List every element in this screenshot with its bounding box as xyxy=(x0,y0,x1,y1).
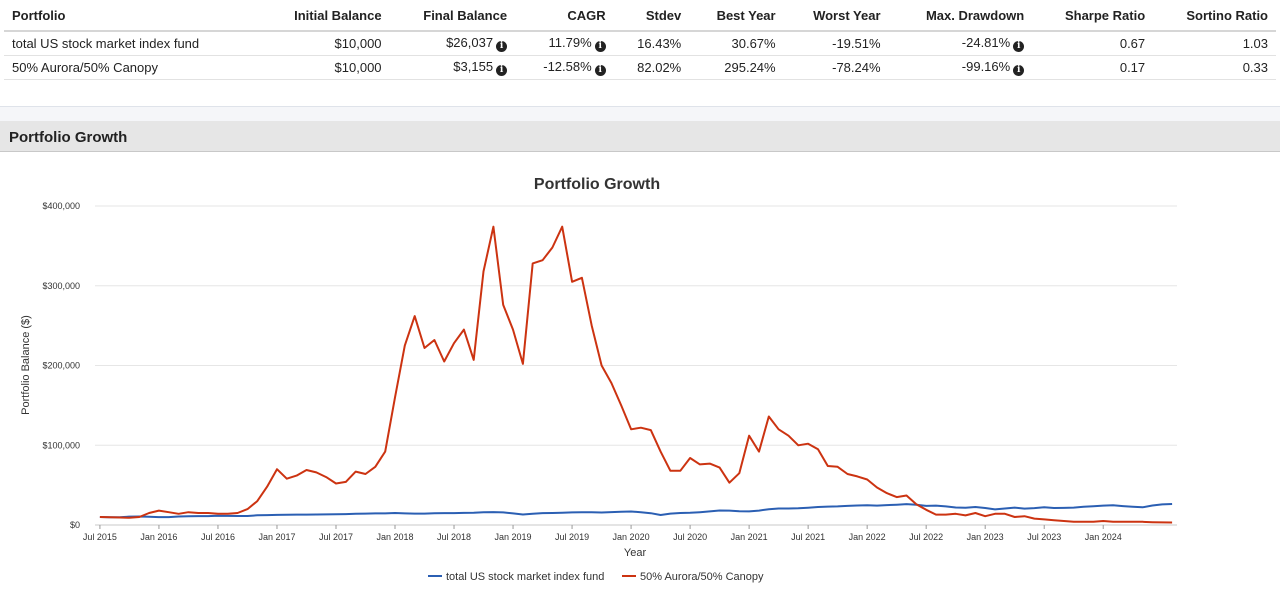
x-tick-label: Jan 2017 xyxy=(258,532,295,542)
x-tick-label: Jan 2016 xyxy=(140,532,177,542)
x-tick-label: Jul 2019 xyxy=(555,532,589,542)
header-sortino-ratio[interactable]: Sortino Ratio xyxy=(1153,0,1276,32)
cell-portfolio: total US stock market index fund xyxy=(4,31,260,56)
header-best-year[interactable]: Best Year xyxy=(689,0,784,32)
info-circle-icon[interactable]: i xyxy=(594,41,606,52)
chart-legend: total US stock market index fund 50% Auro… xyxy=(428,571,764,583)
cell-value: 11.79% xyxy=(548,35,592,50)
info-circle-icon[interactable]: i xyxy=(594,65,606,76)
x-tick-label: Jan 2023 xyxy=(967,532,1004,542)
cell-sortino-ratio: 1.03 xyxy=(1153,31,1276,56)
chart-gridlines xyxy=(95,205,1177,526)
x-tick-label: Jul 2016 xyxy=(201,532,235,542)
x-tick-label: Jul 2021 xyxy=(791,532,825,542)
chart-series xyxy=(99,225,1173,524)
cell-initial-balance: $10,000 xyxy=(259,31,390,56)
info-circle-icon[interactable]: i xyxy=(496,41,508,52)
cell-cagr: 11.79% i xyxy=(515,31,614,56)
cell-worst-year: -78.24% xyxy=(783,55,889,80)
x-tick-label: Jul 2017 xyxy=(319,532,353,542)
x-tick-label: Jan 2021 xyxy=(731,532,768,542)
section-title: Portfolio Growth xyxy=(9,129,128,146)
y-axis-title: Portfolio Balance ($) xyxy=(20,315,32,415)
header-worst-year[interactable]: Worst Year xyxy=(783,0,889,32)
cell-cagr: -12.58% i xyxy=(515,55,614,80)
cell-best-year: 295.24% xyxy=(689,55,784,80)
x-tick-label: Jan 2020 xyxy=(613,532,650,542)
info-circle-icon[interactable]: i xyxy=(1013,65,1025,76)
y-tick-label: $100,000 xyxy=(42,440,80,450)
y-axis-ticks: $0 $100,000 $200,000 $300,000 $400,000 xyxy=(42,201,80,530)
y-tick-label: $0 xyxy=(70,520,80,530)
x-tick-label: Jan 2024 xyxy=(1085,532,1122,542)
header-initial-balance[interactable]: Initial Balance xyxy=(259,0,390,32)
header-cagr[interactable]: CAGR xyxy=(515,0,614,32)
cell-final-balance: $26,037 i xyxy=(389,31,516,56)
header-max-drawdown[interactable]: Max. Drawdown xyxy=(888,0,1033,32)
section-header: Portfolio Growth xyxy=(0,121,1280,152)
cell-value: $3,155 xyxy=(453,59,494,74)
x-axis-title: Year xyxy=(624,547,647,559)
header-final-balance[interactable]: Final Balance xyxy=(389,0,516,32)
cell-value: -99.16% xyxy=(961,59,1011,74)
x-tick-label: Jan 2018 xyxy=(376,532,413,542)
info-circle-icon[interactable]: i xyxy=(1013,41,1025,52)
cell-max-drawdown: -99.16% i xyxy=(888,55,1033,80)
x-tick-label: Jul 2015 xyxy=(83,532,117,542)
cell-sortino-ratio: 0.33 xyxy=(1153,55,1276,80)
section-divider xyxy=(0,106,1280,121)
x-axis-ticks: Jul 2015 Jan 2016 Jul 2016 Jan 2017 Jul 2017… xyxy=(83,525,1122,542)
x-tick-label: Jul 2018 xyxy=(437,532,471,542)
cell-initial-balance: $10,000 xyxy=(259,55,390,80)
table-header-row: Portfolio Initial Balance Final Balance … xyxy=(4,0,1276,32)
x-tick-label: Jul 2022 xyxy=(909,532,943,542)
x-tick-label: Jan 2022 xyxy=(849,532,886,542)
y-tick-label: $200,000 xyxy=(42,361,80,371)
y-tick-label: $300,000 xyxy=(42,281,80,291)
info-circle-icon[interactable]: i xyxy=(496,65,508,76)
header-stdev[interactable]: Stdev xyxy=(613,0,690,32)
cell-best-year: 30.67% xyxy=(689,31,784,56)
legend-label[interactable]: 50% Aurora/50% Canopy xyxy=(640,571,764,583)
cell-final-balance: $3,155 i xyxy=(389,55,516,80)
series-line-2[interactable] xyxy=(99,225,1173,524)
header-sharpe-ratio[interactable]: Sharpe Ratio xyxy=(1032,0,1154,32)
cell-portfolio: 50% Aurora/50% Canopy xyxy=(4,55,260,80)
x-tick-label: Jul 2020 xyxy=(673,532,707,542)
portfolio-summary-table: Portfolio Initial Balance Final Balance … xyxy=(4,0,1276,80)
x-tick-label: Jul 2023 xyxy=(1027,532,1061,542)
table-row: total US stock market index fund $10,000… xyxy=(4,31,1276,56)
y-tick-label: $400,000 xyxy=(42,201,80,211)
cell-sharpe-ratio: 0.67 xyxy=(1032,31,1154,56)
table-row: 50% Aurora/50% Canopy $10,000 $3,155 i -1… xyxy=(4,55,1276,80)
cell-value: -24.81% xyxy=(961,35,1011,50)
portfolio-growth-chart: Portfolio Growth $0 $100,000 $200,000 $300,… xyxy=(20,176,1177,583)
cell-max-drawdown: -24.81% i xyxy=(888,31,1033,56)
cell-value: -12.58% xyxy=(543,59,592,74)
cell-stdev: 82.02% xyxy=(613,55,690,80)
legend-label[interactable]: total US stock market index fund xyxy=(446,571,604,583)
series-line-1[interactable] xyxy=(99,503,1173,519)
cell-value: $26,037 xyxy=(446,35,494,50)
cell-sharpe-ratio: 0.17 xyxy=(1032,55,1154,80)
cell-worst-year: -19.51% xyxy=(783,31,889,56)
cell-stdev: 16.43% xyxy=(613,31,690,56)
chart-title: Portfolio Growth xyxy=(534,176,660,193)
x-tick-label: Jan 2019 xyxy=(495,532,532,542)
header-portfolio[interactable]: Portfolio xyxy=(4,0,260,32)
